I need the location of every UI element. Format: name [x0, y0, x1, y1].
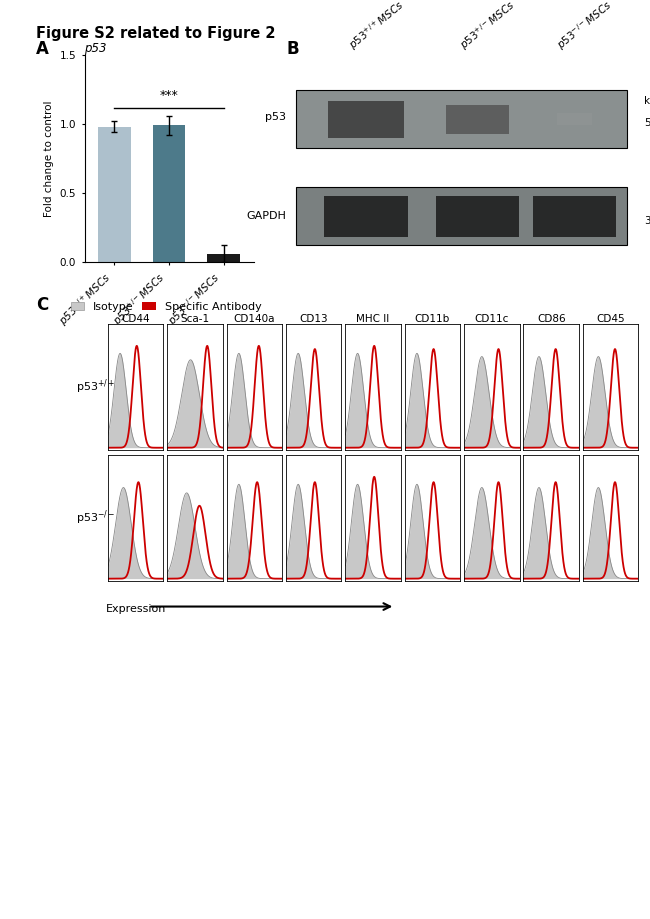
Bar — [436, 196, 519, 237]
Title: CD44: CD44 — [122, 313, 150, 323]
Title: CD13: CD13 — [300, 313, 328, 323]
Text: GAPDH: GAPDH — [246, 211, 286, 221]
Legend: Isotype, Specific Antibody: Isotype, Specific Antibody — [71, 301, 261, 312]
Text: Figure S2 related to Figure 2: Figure S2 related to Figure 2 — [36, 26, 275, 40]
Text: p53$^{+/+}$: p53$^{+/+}$ — [76, 378, 116, 396]
Text: Expression: Expression — [106, 604, 166, 614]
Title: MHC II: MHC II — [356, 313, 390, 323]
Bar — [446, 105, 508, 134]
Text: kDa: kDa — [644, 96, 650, 106]
Text: 55: 55 — [644, 119, 650, 129]
Text: $p53^{+/+}$MSCs: $p53^{+/+}$MSCs — [345, 0, 408, 53]
Bar — [557, 113, 592, 126]
Text: $p53^{-/-}$MSCs: $p53^{-/-}$MSCs — [554, 0, 616, 53]
Bar — [296, 187, 627, 245]
Text: A: A — [36, 40, 49, 58]
Text: C: C — [36, 296, 48, 314]
Y-axis label: Fold change to control: Fold change to control — [44, 100, 54, 217]
Title: CD140a: CD140a — [233, 313, 275, 323]
Bar — [207, 254, 240, 262]
Text: $p53^{+/-}$MSCs: $p53^{+/-}$MSCs — [457, 0, 519, 53]
Title: CD11b: CD11b — [415, 313, 450, 323]
Text: B: B — [286, 40, 298, 58]
Title: CD86: CD86 — [537, 313, 566, 323]
Title: CD45: CD45 — [596, 313, 625, 323]
Title: Sca-1: Sca-1 — [181, 313, 209, 323]
Title: CD11c: CD11c — [474, 313, 509, 323]
Text: p53: p53 — [265, 112, 286, 122]
Bar — [328, 101, 404, 138]
Text: p53: p53 — [84, 42, 107, 55]
Text: 35: 35 — [644, 216, 650, 225]
Bar — [533, 196, 616, 237]
Bar — [153, 126, 185, 262]
Bar — [98, 127, 131, 262]
Bar — [296, 90, 627, 148]
Text: ***: *** — [160, 89, 178, 102]
Text: p53$^{-/-}$: p53$^{-/-}$ — [76, 509, 116, 528]
Bar — [324, 196, 408, 237]
